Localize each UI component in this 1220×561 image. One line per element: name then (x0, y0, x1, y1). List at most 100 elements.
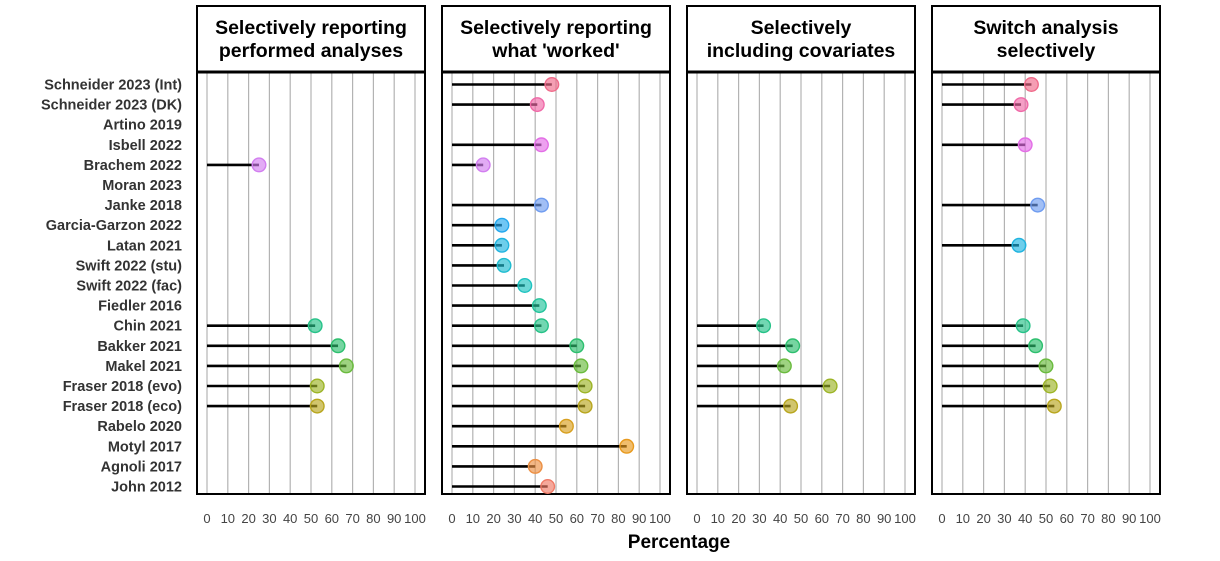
x-tick-label: 100 (1139, 511, 1161, 526)
x-tick-label: 70 (1080, 511, 1094, 526)
lollipop-point (776, 358, 792, 374)
panel-title: selectively (997, 40, 1096, 62)
lollipop-point (1013, 97, 1029, 113)
x-tick-label: 90 (877, 511, 891, 526)
study-label: Rabelo 2020 (97, 419, 182, 435)
x-tick-label: 40 (773, 511, 787, 526)
lollipop-point (1017, 137, 1033, 153)
lollipop-point (1042, 378, 1058, 394)
x-tick-label: 40 (528, 511, 542, 526)
study-label: Fraser 2018 (eco) (63, 399, 182, 415)
lollipop-point (540, 479, 556, 495)
x-tick-label: 20 (731, 511, 745, 526)
x-tick-label: 30 (507, 511, 521, 526)
x-tick-label: 20 (486, 511, 500, 526)
lollipop-point (309, 378, 325, 394)
lollipop-point (1011, 237, 1027, 253)
lollipop-point (309, 398, 325, 414)
panel-title-box (441, 5, 671, 73)
study-label: Motyl 2017 (108, 439, 182, 455)
study-label: Isbell 2022 (109, 138, 182, 154)
x-tick-label: 40 (283, 511, 297, 526)
lollipop-point (307, 318, 323, 334)
x-tick-label: 70 (835, 511, 849, 526)
x-tick-label: 60 (815, 511, 829, 526)
x-tick-label: 50 (304, 511, 318, 526)
x-tick-label: 50 (549, 511, 563, 526)
x-tick-label: 50 (1039, 511, 1053, 526)
x-axis-title: Percentage (628, 532, 730, 553)
lollipop-point (338, 358, 354, 374)
study-label: Swift 2022 (stu) (76, 258, 183, 274)
study-label: Bakker 2021 (97, 339, 182, 355)
study-label: John 2012 (111, 480, 182, 496)
x-tick-label: 80 (856, 511, 870, 526)
lollipop-point (533, 137, 549, 153)
lollipop-point (573, 358, 589, 374)
study-label: Janke 2018 (105, 198, 182, 214)
lollipop-point (756, 318, 772, 334)
lollipop-point (577, 378, 593, 394)
lollipop-point (494, 237, 510, 253)
row-labels: Schneider 2023 (Int) Schneider 2023 (DK) A… (41, 78, 182, 496)
facet-panels: Selectively reporting performed analyses 0… (196, 5, 1161, 526)
study-label: Swift 2022 (fac) (76, 279, 182, 295)
x-tick-label: 100 (894, 511, 916, 526)
x-tick-label: 60 (1060, 511, 1074, 526)
x-tick-label: 20 (241, 511, 255, 526)
lollipop-point (1023, 76, 1039, 92)
lollipop-point (251, 157, 267, 173)
x-tick-label: 30 (262, 511, 276, 526)
x-tick-label: 80 (1101, 511, 1115, 526)
lollipop-point (529, 97, 545, 113)
x-tick-label: 40 (1018, 511, 1032, 526)
lollipop-point (577, 398, 593, 414)
x-tick-label: 10 (466, 511, 480, 526)
lollipop-point (783, 398, 799, 414)
x-tick-label: 90 (387, 511, 401, 526)
x-tick-label: 80 (611, 511, 625, 526)
x-tick-label: 0 (203, 511, 210, 526)
lollipop-point (544, 76, 560, 92)
panel-title: Switch analysis (973, 17, 1118, 39)
panel-title: performed analyses (219, 40, 403, 62)
panel-title: including covariates (707, 40, 896, 62)
panel-title: Selectively (751, 17, 852, 39)
x-tick-label: 100 (404, 511, 426, 526)
x-tick-label: 10 (711, 511, 725, 526)
lollipop-point (1046, 398, 1062, 414)
study-label: Latan 2021 (107, 238, 182, 254)
lollipop-point (533, 197, 549, 213)
lollipop-point (533, 318, 549, 334)
study-label: Moran 2023 (102, 178, 182, 194)
study-label: Fiedler 2016 (98, 299, 182, 315)
study-label: Chin 2021 (114, 319, 183, 335)
lollipop-point (822, 378, 838, 394)
lollipop-point (475, 157, 491, 173)
panel-title: Selectively reporting (460, 17, 652, 39)
lollipop-point (531, 298, 547, 314)
study-label: Makel 2021 (105, 359, 182, 375)
panel-title-box (686, 5, 916, 73)
lollipop-point (494, 217, 510, 233)
lollipop-point (496, 257, 512, 273)
x-tick-label: 90 (1122, 511, 1136, 526)
x-tick-label: 0 (693, 511, 700, 526)
lollipop-point (1038, 358, 1054, 374)
study-label: Agnoli 2017 (101, 459, 182, 475)
lollipop-point (785, 338, 801, 354)
x-tick-label: 90 (632, 511, 646, 526)
x-tick-label: 0 (938, 511, 945, 526)
x-tick-label: 50 (794, 511, 808, 526)
x-tick-label: 20 (976, 511, 990, 526)
lollipop-point (330, 338, 346, 354)
lollipop-point (619, 438, 635, 454)
lollipop-point (517, 278, 533, 294)
x-tick-label: 70 (590, 511, 604, 526)
x-tick-label: 60 (325, 511, 339, 526)
panel-title-box (931, 5, 1161, 73)
x-tick-label: 70 (345, 511, 359, 526)
